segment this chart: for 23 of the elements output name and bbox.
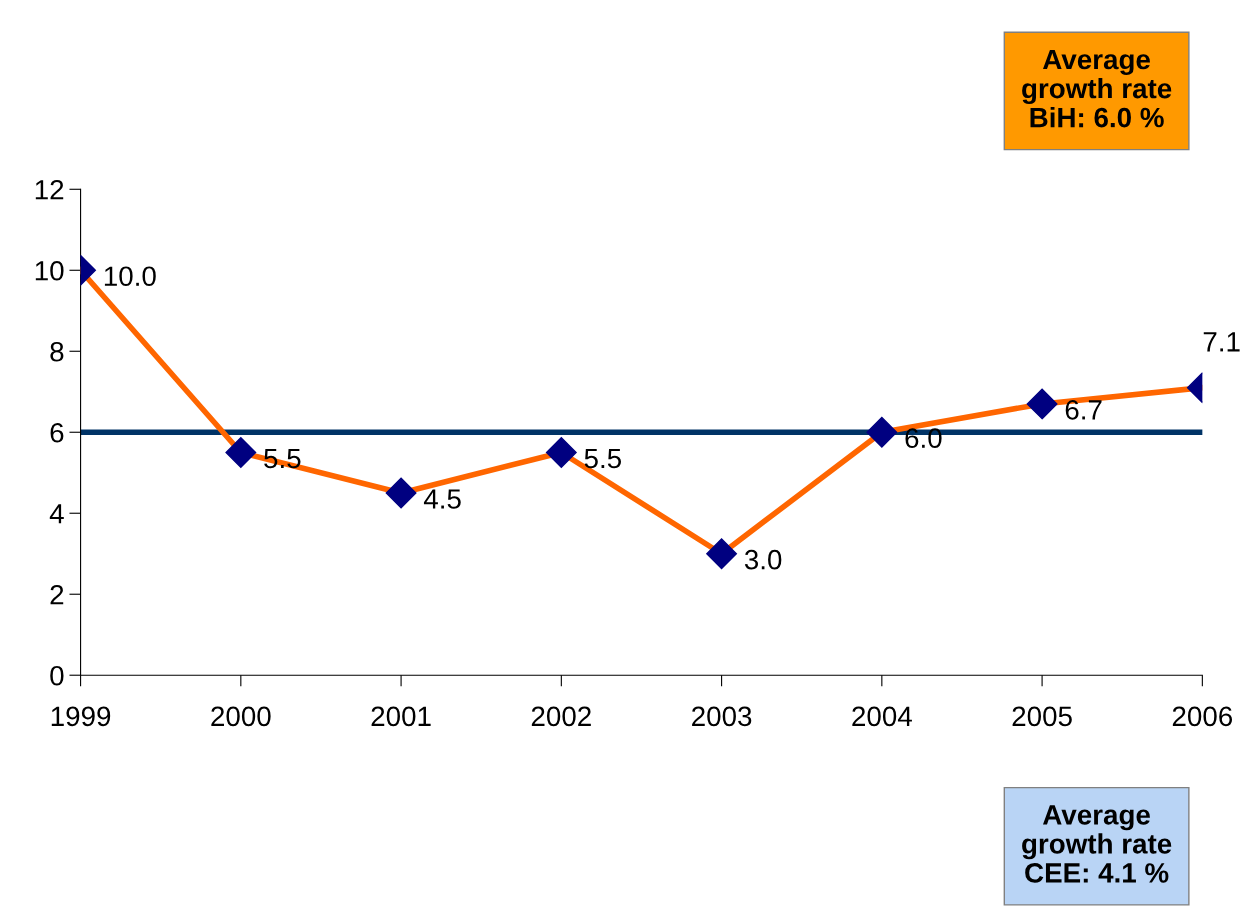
y-tick-label: 4 — [49, 504, 64, 524]
x-tick-label: 2005 — [1012, 706, 1072, 727]
x-tick-label: 2003 — [692, 706, 752, 727]
x-tick-label: 1999 — [51, 706, 111, 727]
y-tick-label: 6 — [50, 422, 64, 443]
y-tick-label: 10 — [35, 260, 64, 281]
x-tick-label: 2000 — [211, 706, 271, 727]
data-label: 10.0 — [104, 266, 156, 287]
y-tick-label: 12 — [35, 179, 64, 200]
x-tick-label: 2002 — [531, 706, 591, 727]
data-label: 3.0 — [744, 549, 782, 570]
data-label: 6.7 — [1065, 400, 1102, 420]
x-tick-label: 2004 — [852, 706, 912, 727]
y-tick-label: 0 — [50, 665, 64, 686]
x-tick-label: 2001 — [371, 706, 431, 727]
text: Average growth rate BiH: 6.0 % — [1022, 49, 1172, 128]
y-tick-label: 8 — [50, 341, 64, 362]
text: Average growth rate CEE: 4.1 % — [1022, 805, 1172, 883]
y-tick-label: 2 — [50, 584, 64, 605]
data-label: 5.5 — [584, 448, 622, 469]
x-tick-label: 2006 — [1172, 706, 1233, 727]
data-label: 7.1 — [1203, 332, 1240, 352]
data-label: 4.5 — [423, 489, 461, 509]
